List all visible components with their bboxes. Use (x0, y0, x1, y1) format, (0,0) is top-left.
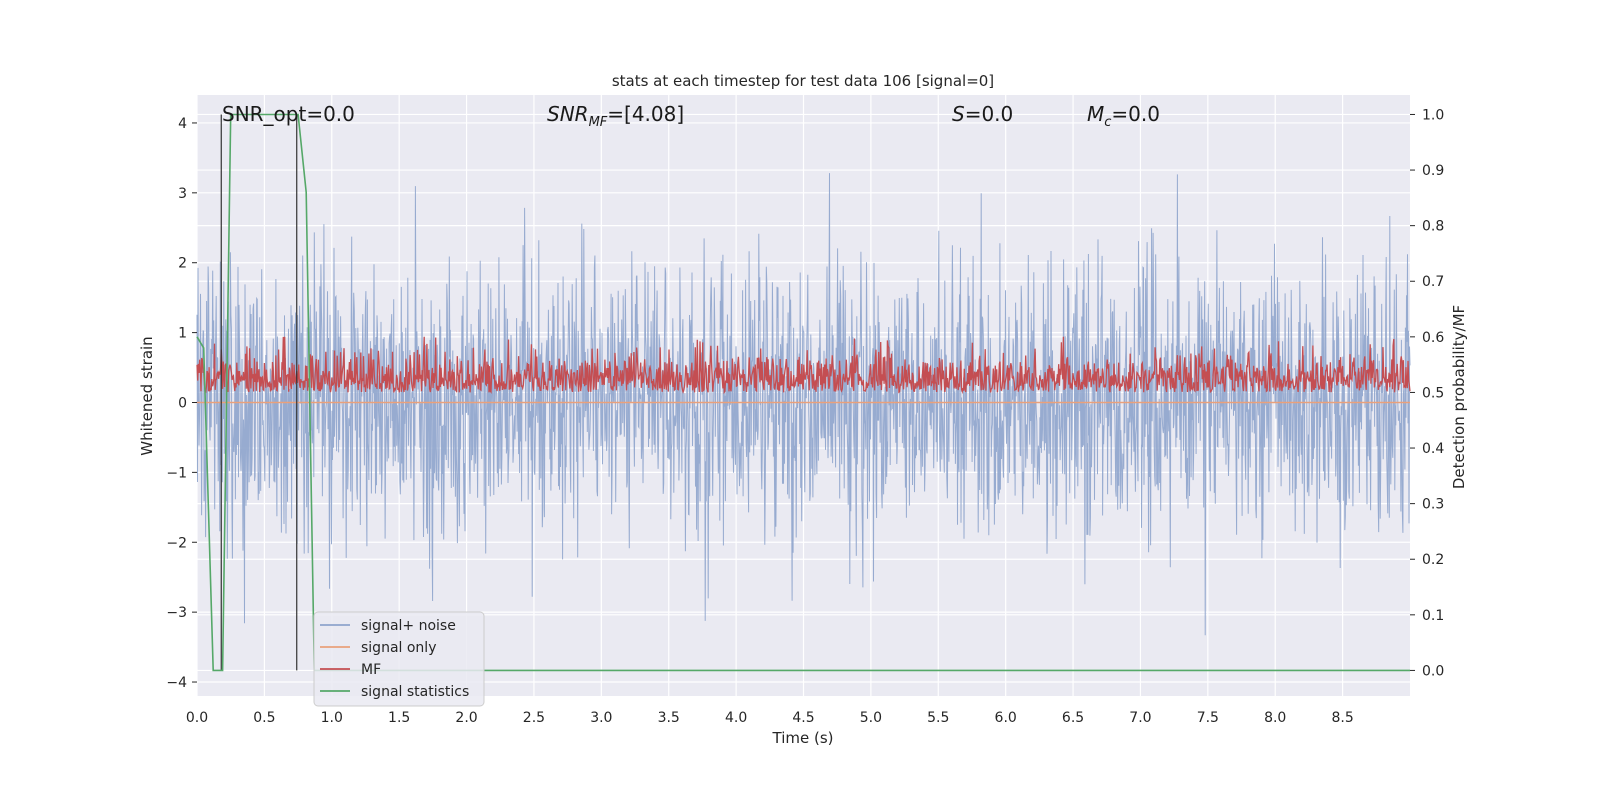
y-right-tick-label: 0.4 (1422, 441, 1444, 457)
y-right-tick-labels: 1.0 0.9 0.8 0.7 0.6 0.5 0.4 0.3 0.2 0.1 0.0 (1410, 107, 1444, 679)
annotation-s-rest: =0.0 (965, 102, 1014, 126)
y-left-tick-label: −3 (166, 605, 187, 621)
y-right-tick-label: 1.0 (1422, 107, 1444, 123)
chart-title: stats at each timestep for test data 106… (612, 72, 994, 90)
legend-box (313, 611, 485, 707)
y-left-tick-label: 2 (178, 256, 187, 272)
y-left-tick-label: −2 (166, 535, 187, 551)
x-tick-label: 3.5 (658, 710, 680, 726)
vertical-markers (220, 114, 298, 671)
y-right-tick-label: 0.7 (1422, 274, 1444, 290)
legend-label: MF (361, 662, 381, 678)
y-left-tick-label: 1 (178, 326, 187, 342)
x-tick-label: 7.5 (1197, 710, 1219, 726)
y-axis-label-right: Detection probability/MF (1450, 305, 1468, 489)
signal-noise-line (196, 173, 1411, 636)
annotation-snr-opt: SNR_opt=0.0 (222, 102, 355, 126)
legend-label: signal statistics (361, 684, 469, 700)
annotation-s-main: S (952, 102, 965, 126)
series-signal-noise (196, 173, 1411, 636)
series-mf (196, 336, 1411, 395)
y-left-tick-label: −1 (166, 465, 187, 481)
y-axis-label-left: Whitened strain (138, 336, 156, 455)
annotation-mc: Mc=0.0 (1087, 102, 1160, 130)
x-tick-label: 3.0 (590, 710, 612, 726)
annotations: SNR_opt=0.0 SNRMF=[4.08] S=0.0 Mc=0.0 (222, 102, 1160, 130)
legend: signal+ noise signal only MF signal statist… (313, 611, 485, 707)
legend-label: signal+ noise (361, 618, 456, 634)
x-tick-label: 0.5 (253, 710, 275, 726)
x-axis-label: Time (s) (772, 729, 834, 747)
annotation-s: S=0.0 (952, 102, 1013, 126)
x-tick-label: 8.0 (1264, 710, 1286, 726)
y-right-tick-label: 0.9 (1422, 163, 1444, 179)
x-tick-label: 6.0 (995, 710, 1017, 726)
y-right-tick-label: 0.5 (1422, 385, 1444, 401)
y-left-tick-label: −4 (166, 675, 187, 691)
x-tick-label: 8.5 (1331, 710, 1353, 726)
x-tick-label: 7.0 (1129, 710, 1151, 726)
mf-line (196, 336, 1411, 395)
y-left-tick-label: 3 (178, 186, 187, 202)
y-right-tick-label: 0.2 (1422, 552, 1444, 568)
annotation-snr-mf-rest: =[4.08] (607, 102, 684, 126)
y-right-tick-label: 0.8 (1422, 219, 1444, 235)
x-tick-label: 2.5 (523, 710, 545, 726)
y-left-tick-labels: 4 3 2 1 0 −1 −2 −3 −4 (166, 116, 197, 691)
y-right-tick-label: 0.3 (1422, 497, 1444, 513)
signal-statistics-line (196, 113, 1410, 672)
x-tick-label: 5.0 (860, 710, 882, 726)
legend-label: signal only (361, 640, 436, 656)
x-tick-label: 4.0 (725, 710, 747, 726)
x-tick-label: 0.0 (186, 710, 208, 726)
series-signal-statistics (196, 113, 1410, 672)
y-right-tick-label: 0.6 (1422, 330, 1444, 346)
annotation-snr-mf-main: SNR (547, 102, 589, 126)
y-right-tick-label: 0.0 (1422, 663, 1444, 679)
annotation-mc-main: M (1087, 102, 1104, 126)
x-tick-labels: 0.0 0.5 1.0 1.5 2.0 2.5 3.0 3.5 4.0 4.5 5.0 5.5 6.0 6… (186, 710, 1354, 726)
x-tick-label: 2.0 (455, 710, 477, 726)
x-tick-label: 5.5 (927, 710, 949, 726)
x-tick-label: 1.0 (321, 710, 343, 726)
y-left-tick-label: 4 (178, 116, 187, 132)
y-left-tick-label: 0 (178, 395, 187, 411)
x-tick-label: 1.5 (388, 710, 410, 726)
annotation-mc-sub: c (1104, 115, 1111, 130)
annotation-mc-rest: =0.0 (1111, 102, 1160, 126)
y-right-tick-label: 0.1 (1422, 608, 1444, 624)
annotation-snr-mf: SNRMF=[4.08] (547, 102, 684, 130)
x-tick-label: 4.5 (792, 710, 814, 726)
annotation-snr-mf-sub: MF (589, 115, 608, 130)
x-tick-label: 6.5 (1062, 710, 1084, 726)
